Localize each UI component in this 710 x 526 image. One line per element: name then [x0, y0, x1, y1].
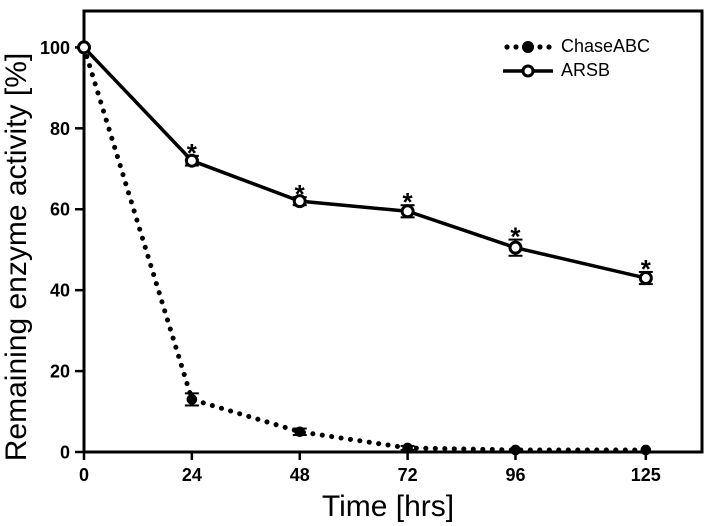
data-point-marker-chaseabc — [402, 442, 413, 454]
data-point-marker-arsb — [638, 271, 653, 286]
significance-asterisk: * — [187, 138, 198, 168]
series-line-arsb — [82, 46, 647, 280]
legend-item-chaseabc: ChaseABC — [503, 35, 650, 58]
legend-label-arsb: ARSB — [561, 60, 611, 80]
dotted-line-filled-circle-icon — [504, 40, 552, 53]
legend: ChaseABC ARSB — [503, 35, 650, 82]
y-tick-label: 80 — [50, 119, 70, 139]
data-point-marker-arsb — [400, 204, 415, 219]
x-tick-label: 96 — [505, 465, 525, 485]
data-point-marker-chaseabc — [186, 394, 198, 405]
data-point-marker-chaseabc — [294, 426, 306, 438]
x-tick-label: 0 — [79, 465, 89, 485]
y-tick-label: 0 — [60, 443, 70, 463]
x-tick-label: 24 — [182, 465, 202, 485]
data-point-marker-arsb — [184, 153, 199, 168]
data-point-marker-arsb — [77, 40, 91, 55]
y-tick-label: 20 — [50, 362, 70, 382]
legend-item-arsb: ARSB — [503, 59, 650, 82]
x-tick-label: 72 — [398, 465, 418, 485]
solid-line-open-circle-icon — [503, 64, 553, 77]
data-point-marker-arsb — [508, 240, 523, 255]
data-point-marker-arsb — [292, 194, 307, 209]
data-point-marker-chaseabc — [510, 444, 521, 456]
legend-label-chaseabc: ChaseABC — [561, 36, 651, 56]
y-axis-label: Remaining enzyme activity [%] — [0, 53, 33, 462]
plot-border — [82, 9, 704, 454]
y-tick-label: 60 — [50, 200, 70, 220]
x-tick-label: 125 — [631, 465, 661, 485]
significance-asterisk: * — [295, 179, 306, 209]
y-tick-label: 40 — [50, 281, 70, 301]
series-line-chaseabc — [81, 44, 649, 453]
significance-asterisk: * — [641, 254, 652, 284]
data-point-marker-chaseabc — [640, 444, 652, 456]
significance-asterisk: * — [510, 222, 521, 252]
x-tick-label: 48 — [290, 465, 310, 485]
x-axis-label: Time [hrs] — [322, 490, 454, 523]
significance-asterisk: * — [403, 187, 414, 217]
y-tick-label: 100 — [40, 38, 70, 58]
